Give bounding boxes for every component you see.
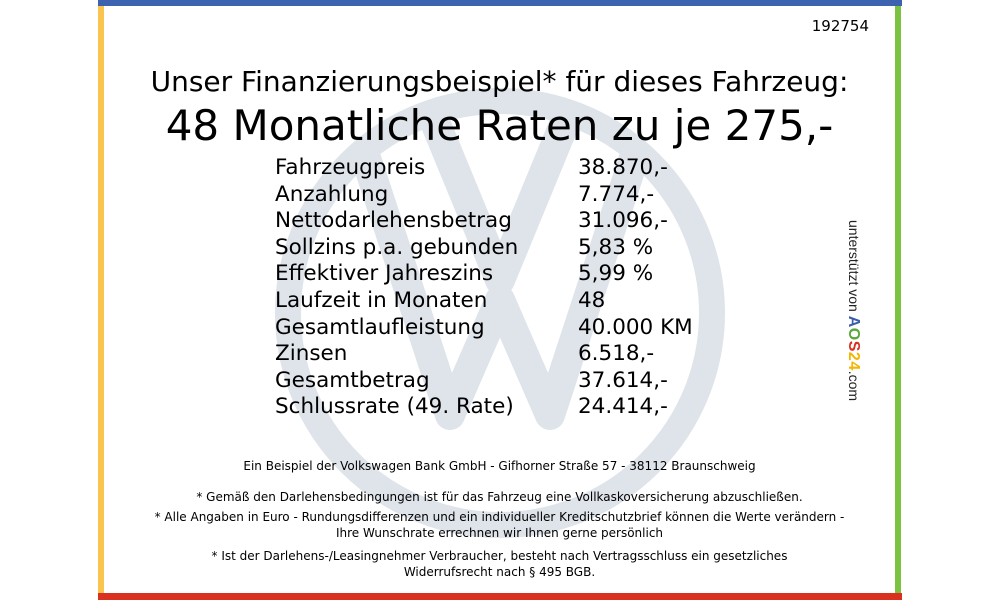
row-label: Sollzins p.a. gebunden [275,234,519,260]
row-label: Gesamtbetrag [275,367,430,393]
ad-id: 192754 [811,17,869,35]
footnote: * Ist der Darlehens-/Leasingnehmer Verbr… [211,549,788,579]
logo-letter: O [845,327,862,341]
border-right [895,6,901,594]
footnote: * Alle Angaben in Euro - Rundungsdiffere… [154,510,845,540]
sponsor-credit[interactable]: unterstützt von AOS24.com [844,220,862,401]
row-label: Effektiver Jahreszins [275,261,494,287]
row-label: Zinsen [275,341,348,367]
row-label: Laufzeit in Monaten [275,287,488,313]
row-value: 5,83 % [578,234,654,260]
row-value: 6.518,- [578,341,655,367]
row-label: Gesamtlaufleistung [275,314,485,340]
row-value: 24.414,- [578,394,668,420]
sponsor-suffix: .com [846,370,862,402]
table-row: Effektiver Jahreszins 5,99 % [275,261,693,288]
table-row: Gesamtbetrag 37.614,- [275,368,693,395]
border-left [98,6,104,594]
border-top [98,0,902,6]
border-bottom [98,593,902,600]
logo-letter: A [845,315,862,328]
vw-logo-watermark [275,88,725,538]
table-row: Schlussrate (49. Rate) 24.414,- [275,394,693,421]
table-row: Fahrzeugpreis 38.870,- [275,155,693,182]
footnote: * Gemäß den Darlehensbedingungen ist für… [196,490,803,504]
row-value: 40.000 KM [578,314,693,340]
table-row: Nettodarlehensbetrag 31.096,- [275,208,693,235]
table-row: Gesamtlaufleistung 40.000 KM [275,315,693,342]
financing-table: Fahrzeugpreis 38.870,- Anzahlung 7.774,- N… [275,155,693,421]
title: Unser Finanzierungsbeispiel* für dieses … [150,65,849,98]
headline: 48 Monatliche Raten zu je 275,- [165,101,834,150]
row-label: Schlussrate (49. Rate) [275,394,514,420]
row-value: 48 [578,287,606,313]
row-label: Fahrzeugpreis [275,155,426,180]
row-label: Anzahlung [275,181,389,207]
row-value: 37.614,- [578,367,668,393]
row-label: Nettodarlehensbetrag [275,208,512,234]
sponsor-prefix: unterstützt von [846,220,862,312]
table-row: Anzahlung 7.774,- [275,182,693,209]
logo-letter: 4 [845,361,862,371]
logo-letter: S [845,340,862,352]
aos24-logo: AOS24 [845,316,862,371]
row-value: 5,99 % [578,261,654,287]
table-row: Sollzins p.a. gebunden 5,83 % [275,235,693,262]
table-row: Zinsen 6.518,- [275,341,693,368]
row-value: 31.096,- [578,208,668,234]
row-value: 7.774,- [578,181,655,207]
table-row: Laufzeit in Monaten 48 [275,288,693,315]
bank-note: Ein Beispiel der Volkswagen Bank GmbH - … [243,459,756,473]
row-value: 38.870,- [578,155,668,180]
logo-letter: 2 [845,351,862,362]
